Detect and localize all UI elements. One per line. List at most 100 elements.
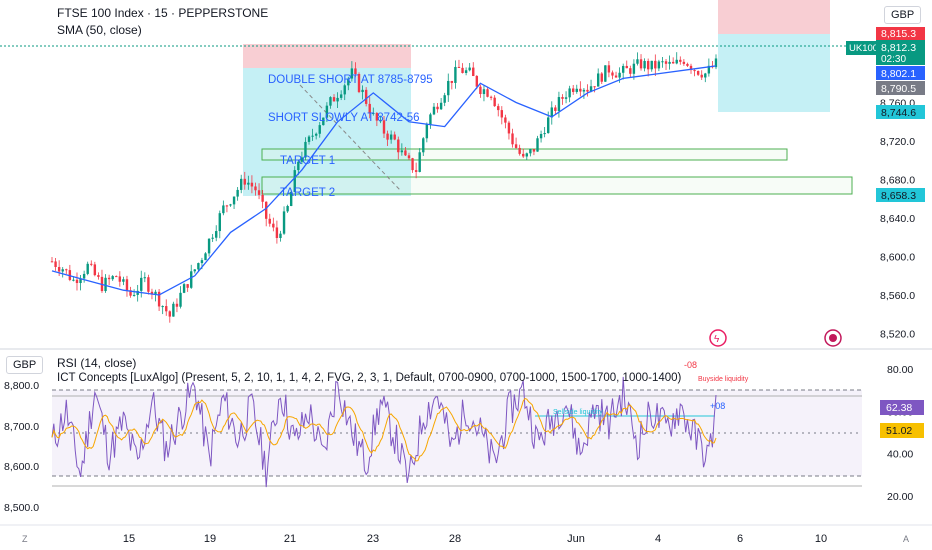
time-tick-label: Jun [567, 533, 585, 545]
candle-body [57, 267, 61, 272]
lower-left-tick-label: 8,500.0 [4, 502, 39, 514]
tag-blue-text: 8,802.1 [881, 68, 916, 80]
candle-body [418, 152, 421, 172]
candle-body [407, 155, 411, 159]
candle-body [132, 294, 136, 296]
tag-ts-red [876, 27, 925, 40]
candle-body [264, 201, 268, 219]
candle-body [250, 182, 254, 187]
tag-current-text: 8,812.3 [881, 42, 916, 54]
time-tick-label: 19 [204, 533, 216, 545]
candle-body [668, 61, 671, 64]
candle-body [454, 66, 457, 83]
tag-cyan2 [876, 188, 925, 202]
diagonal-dashed-line [299, 84, 401, 191]
candle-body [79, 278, 82, 284]
candle-body [636, 59, 639, 64]
candle-body [568, 88, 571, 98]
candle-body [500, 110, 504, 118]
candle-body [497, 106, 500, 111]
buyside-label: Buyside liquidity [698, 376, 749, 383]
price-tags: 8,815.3 UK100 8,812.3 02:30 8,802.1 8,79… [846, 27, 925, 202]
candle-body [115, 276, 118, 278]
lightning-icon[interactable]: ϟ [709, 329, 727, 347]
candle-body [93, 264, 97, 276]
candle-body [557, 97, 561, 111]
candle-body [86, 263, 89, 274]
time-tick-label: 6 [737, 533, 743, 545]
candle-body [625, 65, 628, 69]
a-button[interactable]: A [903, 534, 909, 544]
candle-body [614, 75, 618, 78]
candle-body [72, 279, 75, 281]
candle-body [486, 89, 489, 97]
candle-body [400, 150, 404, 153]
price-tick-label: 8,680.0 [880, 175, 915, 187]
candle-body [675, 59, 678, 64]
rsi-tag-purple-text: 62.38 [886, 402, 912, 414]
candle-body [254, 186, 257, 191]
candle-body [257, 190, 261, 195]
candle-body [686, 63, 689, 66]
sellside-label: Sellside liquidity [553, 409, 603, 416]
candle-body [543, 133, 546, 135]
candle-body [154, 291, 157, 295]
candle-body [547, 117, 550, 134]
candle-body [357, 74, 361, 93]
candle-body [282, 211, 286, 234]
time-tick-label: 10 [815, 533, 827, 545]
lower-left-tick-label: 8,700.0 [4, 421, 39, 433]
candle-body [140, 277, 143, 291]
candle-body [314, 133, 318, 136]
lower-left-axis-ticks: 8,800.0 8,700.0 8,600.0 8,500.0 [4, 380, 39, 514]
candle-body [550, 107, 553, 118]
flag-event-icon[interactable] [824, 329, 842, 347]
position-red-zone [718, 0, 830, 34]
rsi-tick-label: 40.00 [887, 449, 913, 461]
candle-body [404, 150, 407, 156]
candle-body [693, 70, 696, 72]
candle-body [347, 78, 350, 86]
candle-body [457, 66, 461, 68]
candle-body [175, 303, 179, 307]
candle-body [593, 86, 596, 88]
candle-body [75, 279, 79, 284]
rsi-label[interactable]: RSI (14, close) [57, 356, 137, 370]
target2-label: TARGET 2 [280, 187, 335, 199]
rsi-tick-label: 80.00 [887, 364, 913, 376]
sma-label[interactable]: SMA (50, close) [57, 23, 142, 37]
price-tick-label: 8,520.0 [880, 329, 915, 341]
z-button[interactable]: Z [22, 534, 28, 544]
candle-body [468, 67, 471, 71]
ict-label[interactable]: ICT Concepts [LuxAlgo] (Present, 5, 2, 1… [57, 372, 682, 384]
candle-body [329, 97, 332, 106]
candle-body [165, 306, 168, 312]
candle-body [297, 161, 300, 171]
candle-body [90, 263, 93, 265]
candle-body [332, 97, 336, 102]
candle-body [439, 102, 443, 110]
currency-button[interactable]: GBP [884, 6, 922, 24]
double-short-label: DOUBLE SHORT AT 8785-8795 [268, 74, 433, 86]
price-tick-label: 8,640.0 [880, 213, 915, 225]
lower-currency-button[interactable]: GBP [6, 356, 44, 374]
candle-body [193, 269, 196, 272]
candle-body [604, 65, 607, 82]
candle-body [375, 113, 379, 121]
tag-sym [846, 41, 880, 55]
candle-body [443, 95, 446, 103]
candle-body [382, 120, 386, 134]
candle-body [450, 80, 454, 83]
candle-body [225, 205, 229, 207]
candle-body [150, 291, 154, 295]
time-tick-label: 21 [284, 533, 296, 545]
candle-body [425, 124, 429, 139]
position-cyan-zone [718, 34, 830, 112]
candle-body [714, 58, 718, 68]
candle-body [286, 205, 289, 212]
candle-body [204, 253, 207, 261]
target1-label: TARGET 1 [280, 155, 335, 167]
candle-body [482, 89, 486, 95]
candle-body [436, 106, 439, 110]
